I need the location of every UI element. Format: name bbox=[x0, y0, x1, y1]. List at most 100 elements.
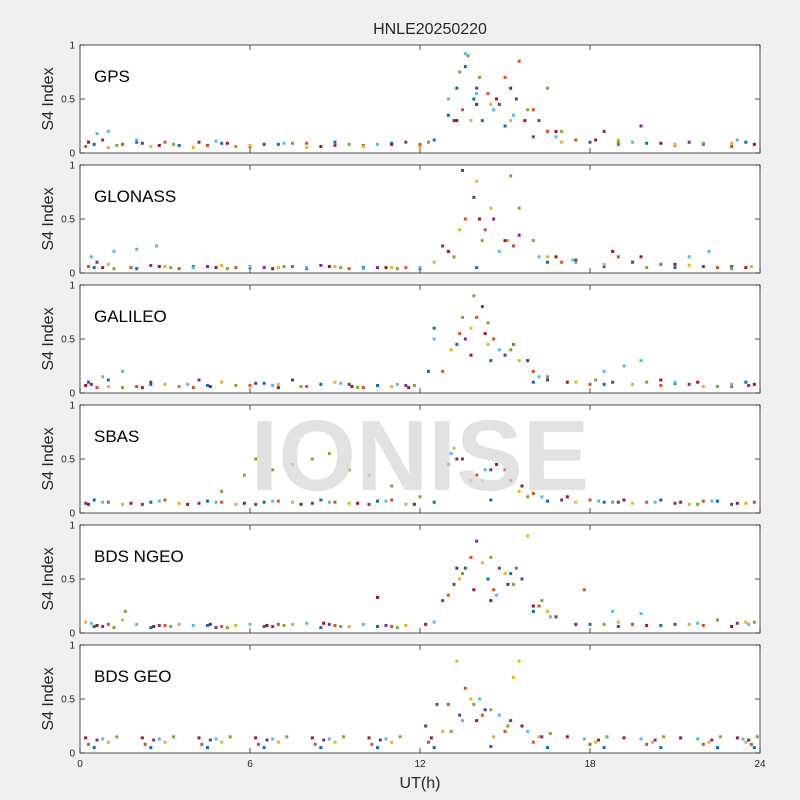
series-7 bbox=[101, 217, 748, 271]
data-point bbox=[752, 620, 756, 624]
data-point bbox=[735, 501, 739, 505]
data-point bbox=[735, 138, 739, 142]
series-7 bbox=[84, 332, 756, 390]
data-point bbox=[701, 742, 705, 746]
data-point bbox=[305, 266, 309, 270]
data-point bbox=[475, 539, 479, 543]
panel-sbas: 0 0.5 1 S4 Index SBAS bbox=[40, 401, 761, 520]
data-point bbox=[390, 142, 394, 146]
y-tick-label: 0 bbox=[69, 389, 75, 400]
data-point bbox=[517, 206, 521, 210]
data-point bbox=[483, 708, 487, 712]
data-point bbox=[333, 143, 337, 147]
data-point bbox=[115, 735, 119, 739]
data-point bbox=[157, 737, 161, 741]
data-point bbox=[514, 566, 518, 570]
data-point bbox=[84, 736, 88, 740]
y-tick-label: 0 bbox=[69, 629, 75, 640]
data-point bbox=[376, 499, 379, 503]
data-point bbox=[282, 265, 286, 269]
data-point bbox=[741, 737, 745, 741]
data-point bbox=[492, 108, 496, 112]
data-point bbox=[730, 145, 734, 149]
data-point bbox=[446, 249, 450, 253]
data-point bbox=[89, 382, 93, 386]
data-point bbox=[135, 140, 139, 144]
data-point bbox=[106, 500, 110, 504]
data-point bbox=[659, 378, 663, 382]
data-point bbox=[347, 501, 351, 505]
data-point bbox=[531, 239, 535, 243]
data-point bbox=[526, 729, 530, 733]
data-point bbox=[197, 378, 201, 382]
data-point bbox=[214, 737, 218, 741]
data-point bbox=[752, 382, 756, 386]
data-point bbox=[129, 501, 133, 505]
series-2 bbox=[95, 315, 734, 390]
data-point bbox=[602, 622, 606, 626]
data-point bbox=[574, 500, 578, 504]
data-point bbox=[710, 499, 714, 503]
data-point bbox=[475, 473, 479, 477]
data-point bbox=[424, 622, 428, 626]
data-point bbox=[506, 724, 510, 728]
data-point bbox=[565, 735, 569, 739]
data-point bbox=[361, 267, 365, 271]
data-point bbox=[441, 369, 445, 373]
data-point bbox=[554, 255, 558, 259]
data-point bbox=[597, 738, 600, 742]
data-point bbox=[169, 266, 173, 270]
data-point bbox=[701, 265, 705, 269]
data-point bbox=[106, 385, 110, 389]
data-point bbox=[356, 386, 360, 390]
data-point bbox=[472, 588, 476, 592]
data-point bbox=[135, 622, 139, 626]
figure-title: HNLE20250220 bbox=[373, 21, 487, 38]
data-point bbox=[276, 142, 280, 146]
series-3 bbox=[106, 659, 748, 744]
data-point bbox=[432, 500, 436, 504]
data-point bbox=[480, 119, 484, 123]
data-point bbox=[750, 265, 753, 269]
data-point bbox=[384, 266, 388, 270]
data-point bbox=[594, 740, 598, 744]
data-point bbox=[418, 146, 422, 150]
data-point bbox=[503, 353, 507, 357]
data-point bbox=[404, 502, 408, 506]
data-point bbox=[384, 623, 388, 627]
data-point bbox=[639, 359, 643, 363]
data-point bbox=[191, 623, 195, 627]
data-point bbox=[653, 500, 657, 504]
data-point bbox=[191, 146, 195, 150]
data-point bbox=[463, 65, 467, 69]
data-point bbox=[418, 495, 422, 499]
data-point bbox=[509, 119, 513, 123]
data-point bbox=[206, 746, 209, 750]
data-point bbox=[687, 255, 691, 259]
data-point bbox=[140, 502, 144, 506]
data-point bbox=[220, 380, 224, 384]
data-point bbox=[531, 380, 535, 384]
panel-label: GLONASS bbox=[94, 187, 176, 206]
data-point bbox=[112, 249, 116, 253]
data-point bbox=[730, 141, 734, 145]
x-tick-label: 24 bbox=[754, 759, 766, 770]
data-point bbox=[319, 498, 323, 502]
data-point bbox=[602, 382, 606, 386]
data-point bbox=[458, 577, 462, 581]
data-point bbox=[520, 724, 524, 728]
data-point bbox=[531, 740, 535, 744]
data-point bbox=[129, 266, 133, 270]
data-point bbox=[262, 381, 266, 385]
data-point bbox=[319, 746, 323, 750]
data-point bbox=[531, 369, 535, 373]
data-point bbox=[455, 119, 459, 123]
data-point bbox=[95, 386, 99, 390]
data-point bbox=[87, 380, 90, 384]
x-tick-label: 12 bbox=[414, 759, 426, 770]
data-point bbox=[87, 742, 90, 746]
data-point bbox=[458, 332, 462, 336]
data-point bbox=[696, 621, 700, 625]
data-point bbox=[424, 724, 428, 728]
data-point bbox=[455, 659, 459, 663]
